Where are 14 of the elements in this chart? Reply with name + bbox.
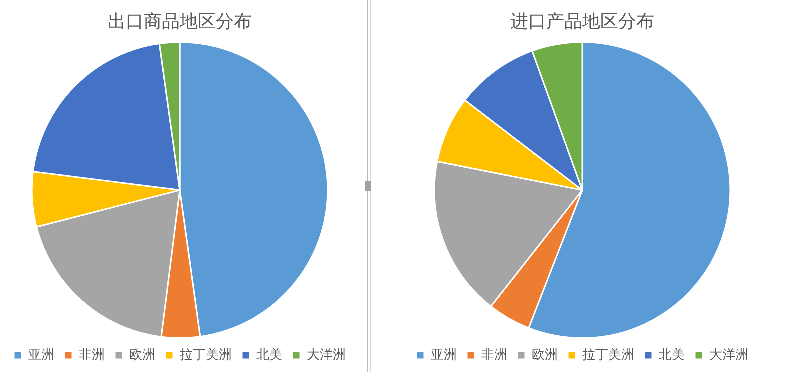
legend-label: 拉丁美洲 (180, 346, 232, 363)
legend-label: 北美 (256, 346, 282, 363)
legend-label: 欧洲 (130, 348, 156, 363)
legend-label: 大洋洲 (710, 348, 748, 363)
legend-label: 欧洲 (532, 348, 558, 363)
legend-label: 非洲 (79, 348, 105, 363)
legend-label: 亚洲 (28, 348, 54, 363)
legend-label: 亚洲 (431, 348, 457, 363)
legend-label: 非洲 (482, 348, 508, 363)
legend-label: 大洋洲 (307, 348, 346, 363)
legend-label: 北美 (659, 346, 685, 363)
chart-title: 出口商品地区分布 (108, 11, 252, 32)
chart-title: 进口产品地区分布 (510, 11, 654, 32)
legend-label: 拉丁美洲 (582, 346, 634, 363)
